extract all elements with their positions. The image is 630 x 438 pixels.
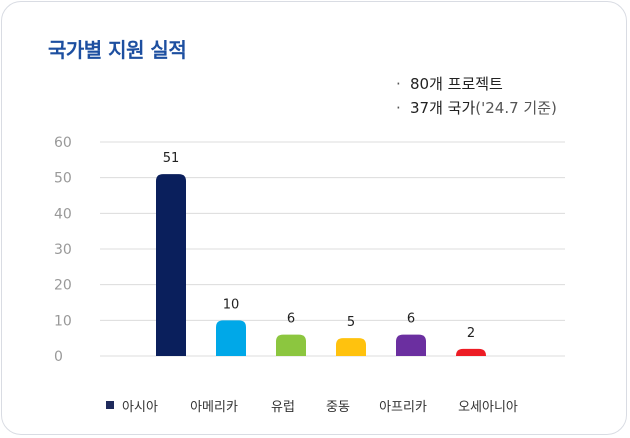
note-countries: · 37개 국가('24.7 기준) — [396, 96, 557, 120]
bar-4 — [336, 338, 366, 356]
summary-notes: · 80개 프로젝트 · 37개 국가('24.7 기준) — [396, 72, 557, 120]
y-tick-label: 10 — [54, 313, 72, 329]
y-tick-label: 40 — [54, 206, 72, 222]
note-text: 37개 국가 — [410, 99, 476, 117]
bar-value-label: 51 — [163, 151, 180, 166]
legend-item: 유럽 — [271, 400, 295, 415]
legend-item: 아시아 — [122, 400, 158, 415]
bullet: · — [396, 75, 401, 93]
note-projects: · 80개 프로젝트 — [396, 72, 557, 96]
bar-value-label: 6 — [287, 312, 295, 327]
bar-6 — [456, 348, 486, 356]
legend: 아시아 아메리카 유럽 중동 아프리카 오세아니아 — [0, 396, 630, 415]
bar-3 — [276, 334, 306, 356]
legend-item: 아메리카 — [190, 400, 238, 415]
bar-value-label: 5 — [347, 315, 355, 330]
y-tick-label: 0 — [54, 349, 63, 365]
bar-value-label: 6 — [407, 312, 415, 327]
chart-title: 국가별 지원 실적 — [48, 38, 187, 62]
y-tick-label: 50 — [54, 171, 72, 187]
legend-item: 아프리카 — [379, 400, 427, 415]
bar-value-label: 2 — [467, 326, 475, 341]
bar-value-label: 10 — [223, 297, 240, 312]
note-date-suffix: ('24.7 기준) — [475, 99, 557, 117]
legend-item: 중동 — [326, 400, 350, 415]
y-tick-label: 20 — [54, 278, 72, 294]
bar-5 — [396, 334, 426, 356]
bar-1 — [156, 174, 186, 356]
bar-2 — [216, 320, 246, 356]
legend-swatch — [106, 401, 114, 409]
y-tick-label: 60 — [54, 135, 72, 151]
legend-item: 오세아니아 — [458, 400, 518, 415]
note-text: 80개 프로젝트 — [410, 75, 503, 93]
y-tick-label: 30 — [54, 242, 72, 258]
bullet: · — [396, 99, 401, 117]
